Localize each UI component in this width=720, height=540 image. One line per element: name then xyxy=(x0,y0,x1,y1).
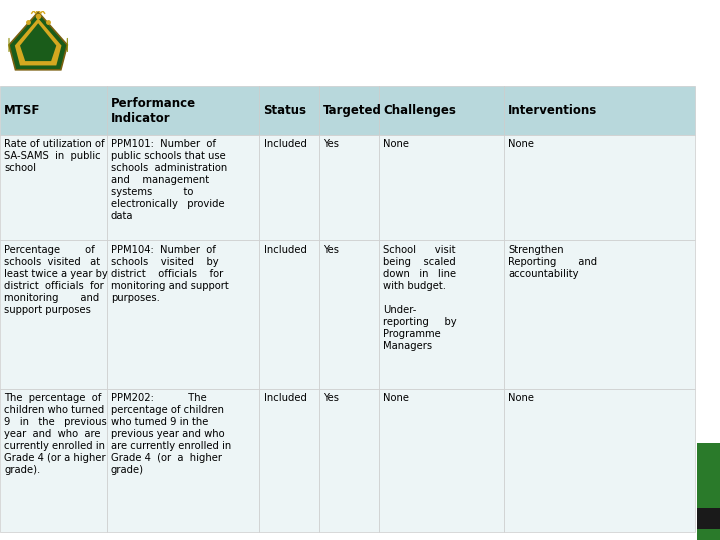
Text: Included: Included xyxy=(264,139,307,150)
Bar xyxy=(504,240,695,389)
Text: Challenges: Challenges xyxy=(383,104,456,117)
Text: Yes: Yes xyxy=(323,139,339,150)
Bar xyxy=(259,135,319,240)
Text: Percentage        of
schools  visited   at
least twice a year by
district  offic: Percentage of schools visited at least t… xyxy=(4,245,108,315)
Bar xyxy=(697,443,720,508)
Text: PPM101:  Number  of
public schools that use
schools  administration
and    manag: PPM101: Number of public schools that us… xyxy=(111,139,227,221)
Text: Included: Included xyxy=(264,393,307,403)
Bar xyxy=(319,389,379,532)
Bar xyxy=(504,135,695,240)
Bar xyxy=(0,135,107,240)
Bar xyxy=(319,86,379,135)
Bar xyxy=(107,86,259,135)
Text: The  percentage  of
children who turned
9   in   the   previous
year  and  who  : The percentage of children who turned 9 … xyxy=(4,393,107,475)
Text: Rate of utilization of
SA-SAMS  in  public
school: Rate of utilization of SA-SAMS in public… xyxy=(4,139,105,173)
Bar xyxy=(0,389,107,532)
Text: None: None xyxy=(383,393,409,403)
Bar xyxy=(107,389,259,532)
Text: None: None xyxy=(508,393,534,403)
Bar xyxy=(379,86,504,135)
Bar xyxy=(379,389,504,532)
Bar xyxy=(379,240,504,389)
Bar xyxy=(0,240,107,389)
Bar xyxy=(0,86,107,135)
Text: PPM202:           The
percentage of children
who tumed 9 in the
previous year an: PPM202: The percentage of children who t… xyxy=(111,393,231,475)
Bar xyxy=(504,389,695,532)
Bar xyxy=(107,240,259,389)
Bar xyxy=(259,389,319,532)
Bar xyxy=(504,86,695,135)
Bar xyxy=(259,240,319,389)
Bar xyxy=(379,135,504,240)
Text: Performance
Indicator: Performance Indicator xyxy=(111,97,196,125)
Bar xyxy=(697,508,720,529)
Bar xyxy=(107,135,259,240)
Bar xyxy=(697,529,720,540)
Text: Yes: Yes xyxy=(323,393,339,403)
Bar xyxy=(259,86,319,135)
Polygon shape xyxy=(9,12,68,70)
Text: Status: Status xyxy=(264,104,307,117)
Text: Included: Included xyxy=(264,245,307,255)
Text: Strengthen
Reporting       and
accountability: Strengthen Reporting and accountability xyxy=(508,245,598,279)
Text: PPM104:  Number  of
schools    visited    by
district    officials    for
monito: PPM104: Number of schools visited by dis… xyxy=(111,245,229,302)
Text: None: None xyxy=(508,139,534,150)
Text: School      visit
being    scaled
down   in   line
with budget.

Under-
reportin: School visit being scaled down in line w… xyxy=(383,245,456,350)
Text: None: None xyxy=(383,139,409,150)
Bar xyxy=(319,240,379,389)
Bar xyxy=(319,135,379,240)
Polygon shape xyxy=(15,18,61,65)
Text: Yes: Yes xyxy=(323,245,339,255)
Polygon shape xyxy=(20,23,56,61)
Text: MTSF: MTSF xyxy=(4,104,41,117)
Text: Targeted: Targeted xyxy=(323,104,382,117)
Text: Interventions: Interventions xyxy=(508,104,598,117)
